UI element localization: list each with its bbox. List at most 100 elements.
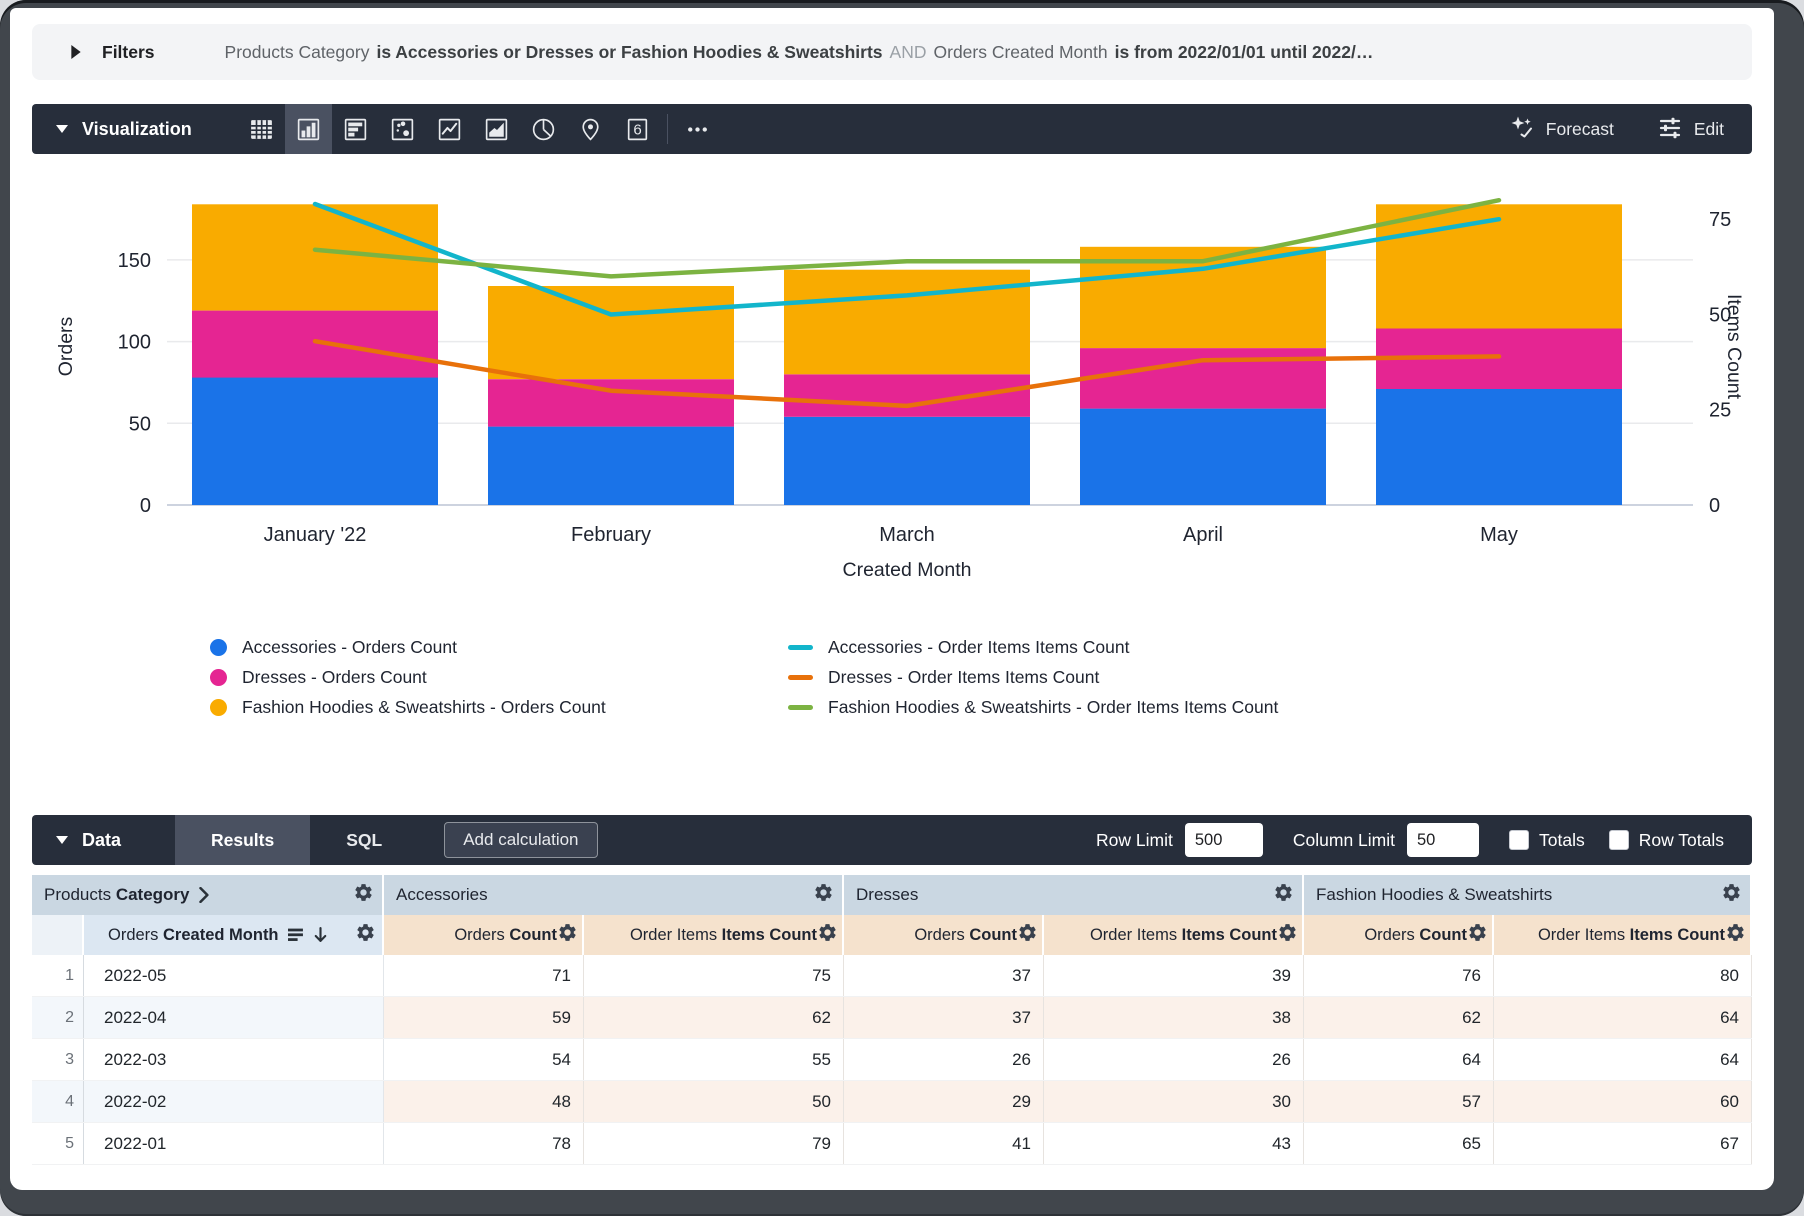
measure-cell[interactable]: 37 (844, 997, 1044, 1038)
gear-icon[interactable] (353, 882, 374, 908)
gear-icon[interactable] (813, 882, 834, 908)
legend-item[interactable]: Accessories - Orders Count (210, 637, 606, 658)
dimension-cell[interactable]: 2022-01 (84, 1123, 384, 1164)
expand-filters-icon[interactable] (70, 45, 82, 59)
collapse-visualization-icon[interactable] (56, 125, 68, 133)
measure-header-cell[interactable]: Orders Count (1304, 915, 1494, 955)
measure-cell[interactable]: 78 (384, 1123, 584, 1164)
tab-sql[interactable]: SQL (346, 829, 383, 850)
bar-segment[interactable] (488, 379, 734, 427)
bar-segment[interactable] (784, 374, 1030, 417)
gear-icon[interactable] (1721, 882, 1742, 908)
line-series[interactable] (312, 197, 1502, 279)
group-header-cell[interactable]: Accessories (384, 875, 844, 915)
gear-icon[interactable] (1725, 922, 1746, 948)
viz-type-scatter-chart-button[interactable] (379, 104, 426, 154)
measure-cell[interactable]: 64 (1494, 997, 1752, 1038)
measure-cell[interactable]: 30 (1044, 1081, 1304, 1122)
measure-cell[interactable]: 64 (1304, 1039, 1494, 1080)
measure-header-cell[interactable]: Orders Count (844, 915, 1044, 955)
measure-header-cell[interactable]: Order Items Items Count (1044, 915, 1304, 955)
viz-type-bar-chart-button[interactable] (332, 104, 379, 154)
gear-icon[interactable] (1017, 922, 1038, 948)
measure-cell[interactable]: 62 (1304, 997, 1494, 1038)
collapse-data-icon[interactable] (56, 836, 68, 844)
viz-type-more-options-button[interactable] (674, 104, 721, 154)
tab-results[interactable]: Results (175, 815, 311, 865)
gear-icon[interactable] (557, 922, 578, 948)
measure-cell[interactable]: 65 (1304, 1123, 1494, 1164)
measure-cell[interactable]: 75 (584, 955, 844, 996)
measure-cell[interactable]: 62 (584, 997, 844, 1038)
legend-item[interactable]: Dresses - Order Items Items Count (788, 667, 1278, 688)
measure-cell[interactable]: 71 (384, 955, 584, 996)
measure-cell[interactable]: 50 (584, 1081, 844, 1122)
measure-cell[interactable]: 38 (1044, 997, 1304, 1038)
measure-cell[interactable]: 54 (384, 1039, 584, 1080)
bar-segment[interactable] (1376, 204, 1622, 329)
viz-type-pie-chart-button[interactable] (520, 104, 567, 154)
line-series[interactable] (312, 338, 1502, 409)
viz-type-map-pin-button[interactable] (567, 104, 614, 154)
gear-icon[interactable] (1273, 882, 1294, 908)
measure-cell[interactable]: 43 (1044, 1123, 1304, 1164)
measure-cell[interactable]: 57 (1304, 1081, 1494, 1122)
viz-type-column-chart-button[interactable] (284, 104, 332, 154)
group-header-cell[interactable]: Products Category (32, 875, 384, 915)
viz-type-table-chart-button[interactable] (238, 104, 285, 154)
bar-segment[interactable] (192, 310, 438, 378)
group-header-cell[interactable]: Dresses (844, 875, 1304, 915)
bar-segment[interactable] (488, 426, 734, 505)
viz-type-single-value-button[interactable]: 6 (614, 104, 661, 154)
bar-segment[interactable] (192, 377, 438, 506)
filters-title[interactable]: Filters (102, 41, 155, 62)
gear-icon[interactable] (1277, 922, 1298, 948)
dimension-cell[interactable]: 2022-02 (84, 1081, 384, 1122)
legend-item[interactable]: Fashion Hoodies & Sweatshirts - Orders C… (210, 697, 606, 718)
measure-cell[interactable]: 64 (1494, 1039, 1752, 1080)
row-totals-checkbox[interactable] (1608, 830, 1629, 850)
column-limit-input[interactable] (1407, 823, 1479, 857)
measure-cell[interactable]: 26 (1044, 1039, 1304, 1080)
measure-header-cell[interactable]: Orders Count (384, 915, 584, 955)
measure-cell[interactable]: 26 (844, 1039, 1044, 1080)
legend-item[interactable]: Accessories - Order Items Items Count (788, 637, 1278, 658)
measure-cell[interactable]: 59 (384, 997, 584, 1038)
dimension-cell[interactable]: 2022-05 (84, 955, 384, 996)
add-calculation-button[interactable]: Add calculation (444, 822, 598, 858)
measure-cell[interactable]: 60 (1494, 1081, 1752, 1122)
measure-cell[interactable]: 80 (1494, 955, 1752, 996)
gear-icon[interactable] (817, 922, 838, 948)
legend-item[interactable]: Fashion Hoodies & Sweatshirts - Order It… (788, 697, 1278, 718)
group-header-cell[interactable]: Fashion Hoodies & Sweatshirts (1304, 875, 1752, 915)
bar-segment[interactable] (488, 286, 734, 380)
measure-cell[interactable]: 39 (1044, 955, 1304, 996)
measure-cell[interactable]: 41 (844, 1123, 1044, 1164)
gear-icon[interactable] (355, 922, 376, 948)
viz-type-line-chart-button[interactable] (426, 104, 473, 154)
row-limit-input[interactable] (1184, 823, 1263, 857)
measure-cell[interactable]: 48 (384, 1081, 584, 1122)
bar-segment[interactable] (1080, 408, 1326, 505)
edit-button[interactable]: Edit (1658, 115, 1724, 144)
filter-expression[interactable]: Products Category is Accessories or Dress… (225, 42, 1728, 63)
gear-icon[interactable] (1467, 922, 1488, 948)
measure-header-cell[interactable]: Order Items Items Count (584, 915, 844, 955)
line-series[interactable] (312, 201, 1502, 317)
measure-cell[interactable]: 79 (584, 1123, 844, 1164)
bar-segment[interactable] (1376, 389, 1622, 505)
bar-segment[interactable] (1080, 246, 1326, 349)
totals-checkbox[interactable] (1509, 830, 1529, 850)
measure-header-cell[interactable]: Order Items Items Count (1494, 915, 1752, 955)
measure-cell[interactable]: 67 (1494, 1123, 1752, 1164)
viz-type-area-chart-button[interactable] (473, 104, 520, 154)
legend-item[interactable]: Dresses - Orders Count (210, 667, 606, 688)
measure-cell[interactable]: 55 (584, 1039, 844, 1080)
dimension-cell[interactable]: 2022-03 (84, 1039, 384, 1080)
measure-cell[interactable]: 37 (844, 955, 1044, 996)
dimension-cell[interactable]: 2022-04 (84, 997, 384, 1038)
bar-segment[interactable] (784, 269, 1030, 375)
bar-segment[interactable] (784, 416, 1030, 505)
measure-cell[interactable]: 76 (1304, 955, 1494, 996)
measure-cell[interactable]: 29 (844, 1081, 1044, 1122)
